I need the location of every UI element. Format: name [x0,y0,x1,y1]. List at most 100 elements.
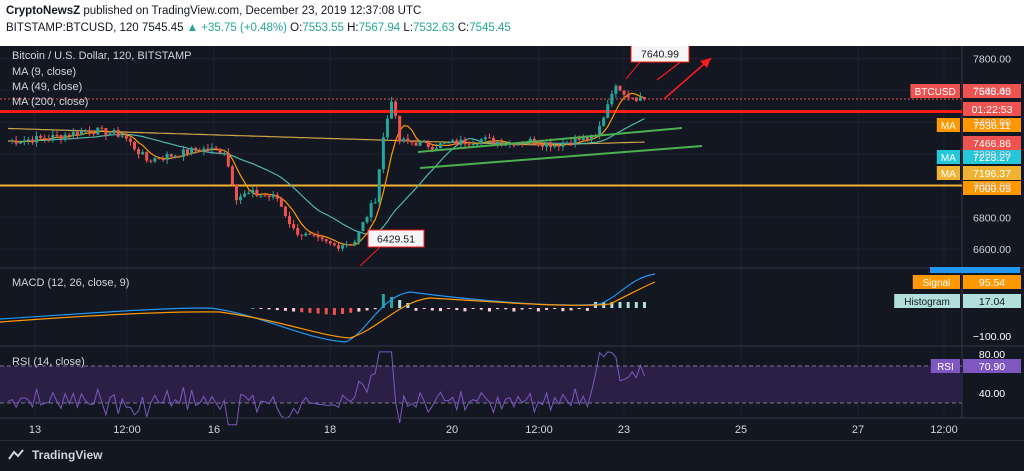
x-tick-label: 18 [324,424,336,436]
macd-badge-value: −100.00 [973,331,1011,343]
histogram-bar [487,308,491,312]
histogram-bar [341,308,345,314]
candle-body [300,234,304,236]
chart-title: Bitcoin / U.S. Dollar, 120, BITSTAMP [12,50,192,62]
drawings[interactable]: 7640.99 6429.51 [359,46,712,267]
macd-badge-value: 95.54 [979,277,1005,289]
histogram-bar [504,308,508,310]
macd-badge-label: Histogram [904,297,950,308]
candle-body [51,134,55,140]
histogram-bar [561,308,565,312]
histogram-bar [373,308,377,310]
histogram-bar [381,294,385,308]
candle-body [71,131,75,137]
rsi-badge-label: RSI [937,362,954,373]
candle-body [557,145,561,147]
close-value: 7545.45 [469,22,511,34]
macd-badge-bg [930,267,1020,273]
candle-body [410,141,414,143]
candle-body [549,142,553,148]
price-badge-bg [963,181,1021,195]
signal-line [0,281,656,339]
candle-body [304,233,308,236]
histogram-bar [332,308,336,315]
y-tick-label: 6600.00 [973,244,1011,256]
candle-body [606,104,610,118]
price-badge-label-bg [936,118,960,132]
candle-body [230,166,234,185]
x-tick-label: 13 [29,424,41,436]
macd-legend[interactable]: MACD (12, 26, close, 9) [12,277,130,289]
publish-header: CryptoNewsZ published on TradingView.com… [0,0,1024,46]
candle-body [149,160,153,162]
price-axis[interactable]: BTCUSD 7545.45 01:22:53 MA 7536.11 7466.86 MA 7… [910,54,1021,256]
candle-body [84,130,88,132]
price-badge-value: 7000.05 [973,183,1011,195]
candle-body [14,140,18,144]
candle-body [642,97,646,100]
candle-body [349,244,353,246]
candle-body [92,132,96,135]
candle-body [451,140,455,143]
time-axis[interactable]: 13 12:00 16 18 20 12:00 23 25 27 12:00 [0,417,1024,436]
tradingview-logo[interactable]: TradingView [8,448,102,462]
up-arrow-icon: ▲ [186,22,199,34]
price-badge-bg [963,102,1021,116]
candle-body [585,137,589,141]
histogram-bar [610,302,614,308]
rsi-legend[interactable]: RSI (14, close) [12,356,85,368]
candle-body [581,137,585,140]
candle-body [577,138,581,140]
candle-body [332,243,336,246]
price-badge-label-bg [910,84,960,98]
ma49-legend[interactable]: MA (49, close) [12,81,83,93]
publish-info: published on TradingView.com, December 2… [80,5,422,17]
histogram-bar [455,308,459,311]
macd-badge-value-bg [963,275,1021,289]
candle-body [324,239,328,242]
price-chart[interactable]: 7640.99 6429.51 Signal 95.54 Histogram 17.04… [0,46,1024,440]
candle-body [202,148,206,152]
candle-body [328,241,332,244]
price-badge-label: MA [941,121,956,132]
histogram-bar [471,308,475,309]
histogram-bar [569,308,573,311]
candle-body [112,129,116,134]
y-tick-label: 7800.00 [973,54,1011,66]
candle-body [243,193,247,197]
candle-body [296,228,300,235]
candle-body [553,145,557,148]
ma9-legend[interactable]: MA (9, close) [12,66,77,78]
rsi-band [0,366,962,403]
candle-body [430,146,434,150]
candle-body [316,235,320,238]
candle-body [618,85,622,91]
candle-body [381,137,385,170]
price-badge-value: 7228.27 [973,152,1011,164]
x-tick-label: 16 [208,424,220,436]
publisher-name[interactable]: CryptoNewsZ [6,5,81,17]
x-tick-label: 12:00 [525,424,553,436]
histogram-bar [390,297,394,308]
histogram-bar [430,308,434,311]
price-badge-bg [963,150,1021,164]
candle-body [263,195,267,197]
histogram-bar [308,308,312,313]
candle-body [390,101,394,119]
candle-body [483,137,487,140]
candle-body [634,97,638,101]
candle-body [357,231,361,242]
candle-body [475,143,479,145]
histogram-bar [251,308,255,309]
candle-body [504,144,508,146]
price-badge-bg [963,118,1021,132]
candle-body [22,140,26,143]
candle-body [267,195,271,198]
price-badge-label-bg [936,166,960,180]
macd-badge-label-bg [912,275,960,289]
candle-body [222,152,226,154]
ma200-legend[interactable]: MA (200, close) [12,96,89,108]
candle-body [438,143,442,149]
high-callout-box [630,46,690,63]
